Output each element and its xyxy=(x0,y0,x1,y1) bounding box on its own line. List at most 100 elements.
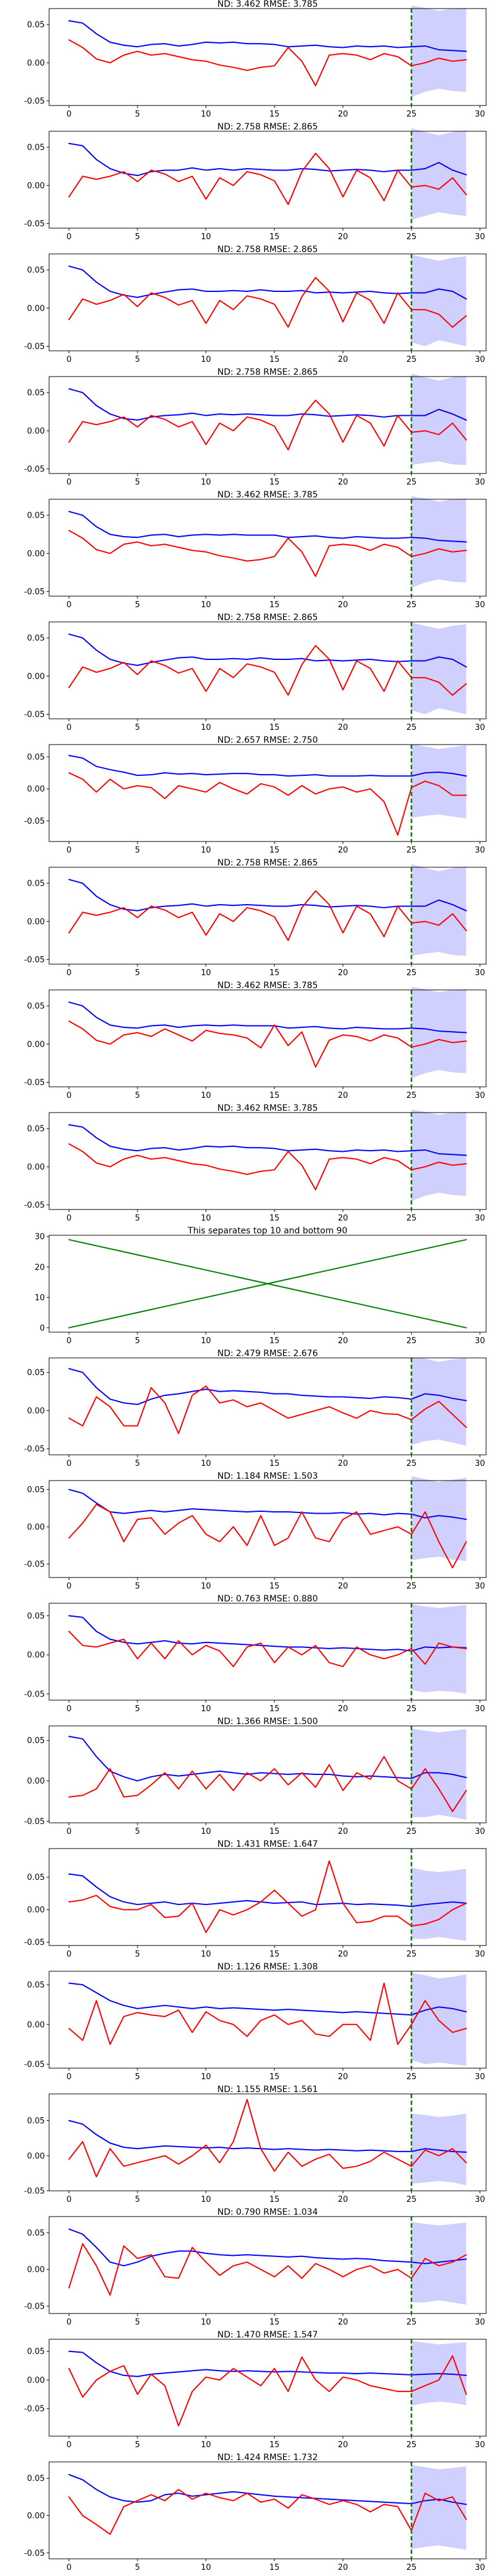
x-tick-label: 0 xyxy=(66,968,71,978)
x-tick-label: 25 xyxy=(406,2440,417,2450)
forecast-series-line xyxy=(68,1873,467,1907)
x-tick-label: 0 xyxy=(66,1091,71,1100)
chart-panel: ND: 1.470 RMSE: 1.547 0 5 10 15 20 25 30 -0.05 0.… xyxy=(24,2330,487,2450)
actual-series-line xyxy=(68,2099,467,2178)
y-tick-label: 10 xyxy=(34,1294,45,1303)
x-tick-label: 30 xyxy=(475,1827,485,1836)
x-tick-label: 15 xyxy=(269,2195,280,2204)
x-tick-label: 15 xyxy=(269,1704,280,1714)
y-tick-label: 0.05 xyxy=(27,389,45,398)
x-tick-label: 10 xyxy=(201,355,211,364)
uncertainty-band xyxy=(411,1972,466,2066)
x-tick-label: 15 xyxy=(269,600,280,610)
actual-series-line xyxy=(68,399,467,451)
x-tick-label: 30 xyxy=(475,846,485,855)
chart-panel: ND: 0.763 RMSE: 0.880 0 5 10 15 20 25 30 -0.05 0.… xyxy=(24,1594,487,1714)
y-tick-label: -0.05 xyxy=(24,1078,45,1087)
chart-title: ND: 3.462 RMSE: 3.785 xyxy=(217,490,318,500)
x-tick-label: 5 xyxy=(135,110,140,119)
uncertainty-band xyxy=(411,496,466,588)
y-tick-label: 0 xyxy=(40,1324,45,1333)
x-tick-label: 25 xyxy=(406,1704,417,1714)
y-tick-label: 0.00 xyxy=(27,427,45,436)
forecast-series-line xyxy=(68,510,467,543)
forecast-series-line xyxy=(68,1489,467,1520)
x-tick-label: 0 xyxy=(66,1827,71,1836)
y-tick-label: -0.05 xyxy=(24,2187,45,2196)
actual-series-line xyxy=(68,772,467,836)
chart-title: ND: 1.470 RMSE: 1.547 xyxy=(217,2330,318,2340)
x-tick-label: 30 xyxy=(475,1459,485,1468)
chart-panel: ND: 2.479 RMSE: 2.676 0 5 10 15 20 25 30 -0.05 0.… xyxy=(24,1349,487,1468)
x-tick-label: 0 xyxy=(66,2072,71,2082)
x-tick-label: 5 xyxy=(135,1336,140,1346)
x-tick-label: 15 xyxy=(269,2563,280,2572)
x-tick-label: 5 xyxy=(135,478,140,487)
uncertainty-band xyxy=(411,255,466,347)
y-tick-label: 0.05 xyxy=(27,2474,45,2483)
x-tick-label: 10 xyxy=(201,2072,211,2082)
x-tick-label: 5 xyxy=(135,2563,140,2572)
y-tick-label: 0.00 xyxy=(27,1777,45,1786)
x-tick-label: 15 xyxy=(269,1582,280,1591)
y-tick-label: 0.00 xyxy=(27,1163,45,1172)
chart-title: ND: 1.424 RMSE: 1.732 xyxy=(217,2453,318,2463)
x-tick-label: 10 xyxy=(201,1459,211,1468)
x-tick-label: 5 xyxy=(135,600,140,610)
x-tick-label: 15 xyxy=(269,2440,280,2450)
chart-title: ND: 2.758 RMSE: 2.865 xyxy=(217,367,318,377)
actual-series-line xyxy=(68,645,467,696)
x-tick-label: 5 xyxy=(135,1827,140,1836)
chart-panel: ND: 2.758 RMSE: 2.865 0 5 10 15 20 25 30 -0.05 0.… xyxy=(24,613,487,732)
axes-frame xyxy=(48,1357,487,1455)
x-tick-label: 30 xyxy=(475,968,485,978)
y-tick-label: 0.05 xyxy=(27,266,45,275)
x-tick-label: 20 xyxy=(338,2072,348,2082)
x-tick-label: 0 xyxy=(66,1459,71,1468)
y-tick-label: 0.05 xyxy=(27,21,45,30)
chart-panel: This separates top 10 and bottom 90 0 5 10 1… xyxy=(34,1226,487,1346)
x-tick-label: 10 xyxy=(201,110,211,119)
x-tick-label: 25 xyxy=(406,1459,417,1468)
x-tick-label: 15 xyxy=(269,110,280,119)
y-tick-label: 20 xyxy=(34,1263,45,1272)
chart-title: ND: 1.184 RMSE: 1.503 xyxy=(217,1471,318,1481)
x-tick-label: 25 xyxy=(406,968,417,978)
x-tick-label: 15 xyxy=(269,478,280,487)
x-tick-label: 15 xyxy=(269,232,280,242)
x-tick-label: 0 xyxy=(66,2195,71,2204)
forecast-series-line xyxy=(68,388,467,421)
x-tick-label: 15 xyxy=(269,1459,280,1468)
x-tick-label: 20 xyxy=(338,1704,348,1714)
forecast-series-line xyxy=(68,142,467,177)
chart-title: ND: 2.657 RMSE: 2.750 xyxy=(217,735,318,745)
x-tick-label: 30 xyxy=(475,1214,485,1223)
y-tick-label: 0.05 xyxy=(27,1002,45,1011)
x-tick-label: 25 xyxy=(406,2195,417,2204)
x-tick-label: 0 xyxy=(66,846,71,855)
x-tick-label: 25 xyxy=(406,723,417,732)
x-tick-label: 0 xyxy=(66,1214,71,1223)
chart-panel: ND: 1.424 RMSE: 1.732 0 5 10 15 20 25 30 -0.05 0.… xyxy=(24,2453,487,2572)
axes-frame xyxy=(48,621,487,719)
y-tick-label: 0.00 xyxy=(27,2266,45,2275)
uncertainty-band xyxy=(411,1476,466,1562)
actual-series-line xyxy=(68,530,467,577)
y-tick-label: -0.05 xyxy=(24,2405,45,2414)
x-tick-label: 20 xyxy=(338,1950,348,1959)
x-tick-label: 20 xyxy=(338,1336,348,1346)
axes-frame xyxy=(48,1848,487,1946)
y-tick-label: 0.00 xyxy=(27,918,45,927)
y-tick-label: -0.05 xyxy=(24,1445,45,1454)
x-tick-label: 15 xyxy=(269,1214,280,1223)
x-tick-label: 20 xyxy=(338,2318,348,2327)
axes-frame xyxy=(48,499,487,597)
y-tick-label: -0.05 xyxy=(24,1560,45,1570)
axes-frame xyxy=(48,1603,487,1701)
axes-frame xyxy=(48,131,487,229)
y-tick-label: 0.05 xyxy=(27,2229,45,2238)
x-tick-label: 30 xyxy=(475,110,485,119)
x-tick-label: 10 xyxy=(201,1582,211,1591)
chart-title: ND: 0.763 RMSE: 0.880 xyxy=(217,1594,318,1604)
actual-series-line xyxy=(68,2355,467,2427)
